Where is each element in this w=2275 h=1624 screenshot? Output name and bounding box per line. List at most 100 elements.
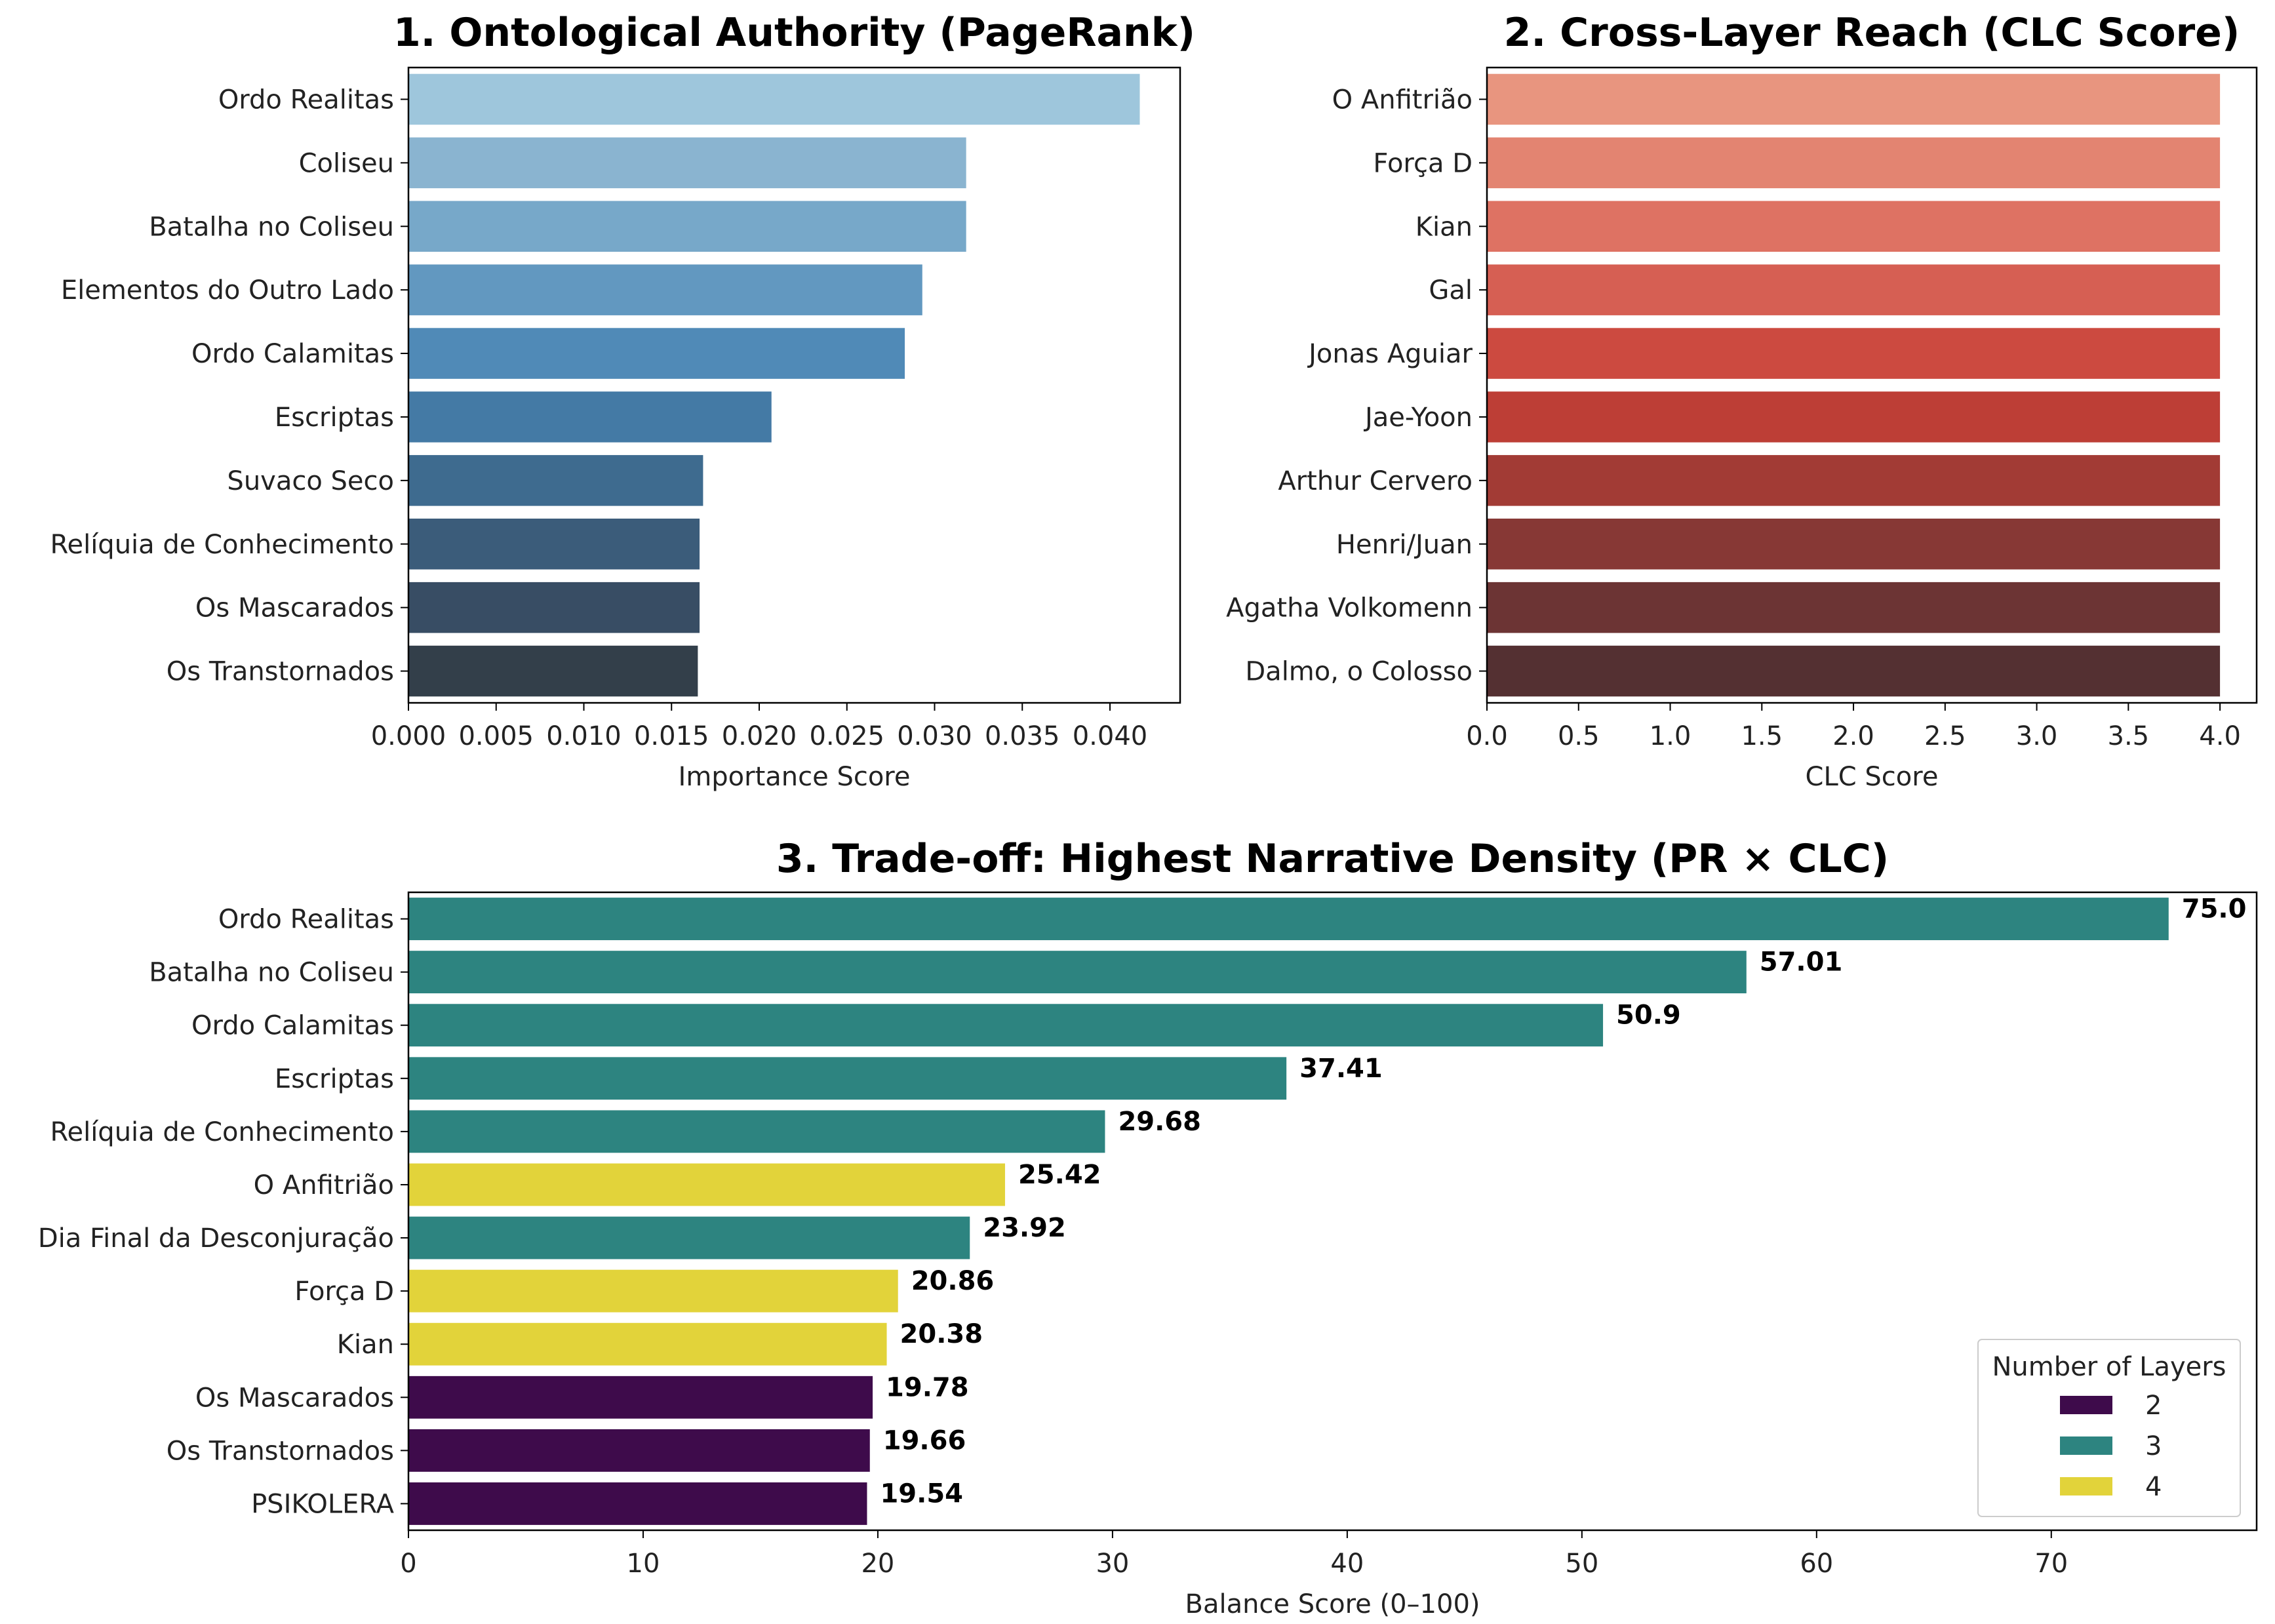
bar: [408, 1429, 870, 1472]
bar: [408, 645, 698, 697]
x-tick-label: 2.5: [1924, 721, 1966, 751]
y-tick-label: Relíquia de Conhecimento: [50, 530, 394, 560]
value-label: 37.41: [1299, 1054, 1383, 1084]
y-tick-label: Força D: [1373, 148, 1473, 178]
value-label: 50.9: [1616, 1000, 1681, 1031]
value-label: 20.86: [911, 1266, 995, 1296]
x-tick-label: 30: [1096, 1549, 1129, 1579]
bar: [1487, 137, 2221, 189]
value-label: 29.68: [1118, 1107, 1201, 1137]
y-tick-label: Dia Final da Desconjuração: [38, 1223, 394, 1254]
bar: [408, 1004, 1604, 1047]
bar: [408, 391, 772, 443]
bar: [408, 518, 700, 570]
bar: [1487, 328, 2221, 379]
y-tick-label: Jonas Aguiar: [1307, 339, 1473, 369]
legend-swatch: [2060, 1436, 2112, 1455]
y-tick-label: Coliseu: [299, 148, 394, 178]
bar: [408, 1269, 898, 1313]
value-label: 19.78: [886, 1372, 969, 1402]
bar: [1487, 201, 2221, 252]
bar: [1487, 455, 2221, 506]
bar: [408, 898, 2169, 940]
y-tick-label: Ordo Calamitas: [191, 339, 394, 369]
bar: [408, 455, 703, 506]
panel-pagerank: 1. Ontological Authority (PageRank) Ordo…: [50, 10, 1195, 792]
axes-frame: [1486, 66, 2258, 704]
x-tick-label: 0.035: [985, 721, 1060, 751]
value-label: 75.0: [2182, 894, 2247, 924]
bar: [408, 137, 966, 189]
y-tick-label: O Anfitrião: [254, 1170, 394, 1200]
bar: [1487, 264, 2221, 315]
y-tick-label: PSIKOLERA: [251, 1489, 395, 1519]
plot-area: O Anfitrião Força D Kian Gal Jonas Aguiar Jae…: [1226, 66, 2258, 751]
bar: [408, 264, 922, 315]
y-tick-label: Os Transtornados: [167, 1436, 394, 1466]
bar: [408, 582, 700, 633]
plot-area: Ordo Realitas Coliseu Batalha no Coliseu El…: [50, 66, 1181, 751]
legend: Number of Layers 2 3 4: [1977, 1339, 2241, 1517]
legend-title: Number of Layers: [1992, 1352, 2226, 1382]
x-tick-label: 0.015: [634, 721, 709, 751]
x-axis-label: Balance Score (0–100): [1185, 1589, 1480, 1619]
bar: [1487, 518, 2221, 570]
plot-area: Ordo Realitas 75.0 Batalha no Coliseu 57.01…: [38, 891, 2258, 1579]
y-tick-label: Gal: [1429, 275, 1473, 306]
y-tick-label: Suvaco Seco: [227, 466, 394, 496]
bar: [1487, 391, 2221, 443]
x-tick-label: 0.020: [722, 721, 797, 751]
x-tick-label: 1.0: [1650, 721, 1691, 751]
y-tick-label: Força D: [294, 1277, 394, 1307]
x-tick-label: 10: [627, 1549, 660, 1579]
legend-label: 2: [2145, 1391, 2162, 1421]
x-tick-label: 0.025: [809, 721, 884, 751]
chart-title: 1. Ontological Authority (PageRank): [393, 10, 1195, 56]
x-axis-label: Importance Score: [679, 762, 911, 792]
y-tick-label: Kian: [1415, 212, 1473, 242]
y-tick-label: Ordo Realitas: [218, 905, 394, 935]
y-tick-label: Henri/Juan: [1336, 530, 1473, 560]
bar: [408, 1163, 1005, 1206]
legend-label: 3: [2145, 1431, 2162, 1461]
bar: [408, 1376, 873, 1419]
x-tick-label: 0.0: [1466, 721, 1508, 751]
x-tick-label: 0.040: [1073, 721, 1148, 751]
x-tick-label: 0.000: [371, 721, 446, 751]
y-tick-label: Jae-Yoon: [1363, 403, 1473, 433]
x-tick-label: 0.010: [546, 721, 622, 751]
bar: [408, 1322, 887, 1366]
legend-frame: [1977, 1339, 2241, 1517]
x-tick-label: 0.030: [897, 721, 972, 751]
x-axis-label: CLC Score: [1806, 762, 1939, 792]
legend-label: 4: [2145, 1472, 2162, 1502]
value-label: 20.38: [900, 1319, 983, 1349]
value-label: 23.92: [983, 1213, 1066, 1243]
y-tick-label: Ordo Realitas: [218, 85, 394, 115]
y-tick-label: Escriptas: [275, 1064, 394, 1094]
x-tick-label: 0.5: [1558, 721, 1600, 751]
axes-frame: [407, 66, 1181, 704]
x-tick-label: 0.005: [458, 721, 534, 751]
x-tick-label: 70: [2034, 1549, 2068, 1579]
y-tick-label: Os Transtornados: [167, 657, 394, 687]
legend-swatch: [2060, 1477, 2112, 1495]
axes-frame: [407, 891, 2258, 1532]
bar: [408, 1057, 1287, 1100]
bar: [408, 201, 966, 252]
y-tick-label: Dalmo, o Colosso: [1245, 657, 1473, 687]
y-tick-label: Arthur Cervero: [1278, 466, 1473, 496]
panel-tradeoff: 3. Trade-off: Highest Narrative Density …: [38, 836, 2258, 1619]
y-tick-label: Os Mascarados: [195, 593, 394, 624]
chart-title: 3. Trade-off: Highest Narrative Density …: [776, 836, 1889, 882]
value-label: 19.54: [880, 1478, 963, 1509]
bar: [1487, 582, 2221, 633]
bar: [1487, 73, 2221, 125]
y-tick-label: Os Mascarados: [195, 1383, 394, 1413]
x-tick-label: 40: [1330, 1549, 1364, 1579]
x-tick-label: 50: [1565, 1549, 1598, 1579]
bar: [1487, 645, 2221, 697]
x-tick-label: 20: [861, 1549, 894, 1579]
y-tick-label: O Anfitrião: [1332, 85, 1473, 115]
x-tick-label: 3.5: [2108, 721, 2150, 751]
